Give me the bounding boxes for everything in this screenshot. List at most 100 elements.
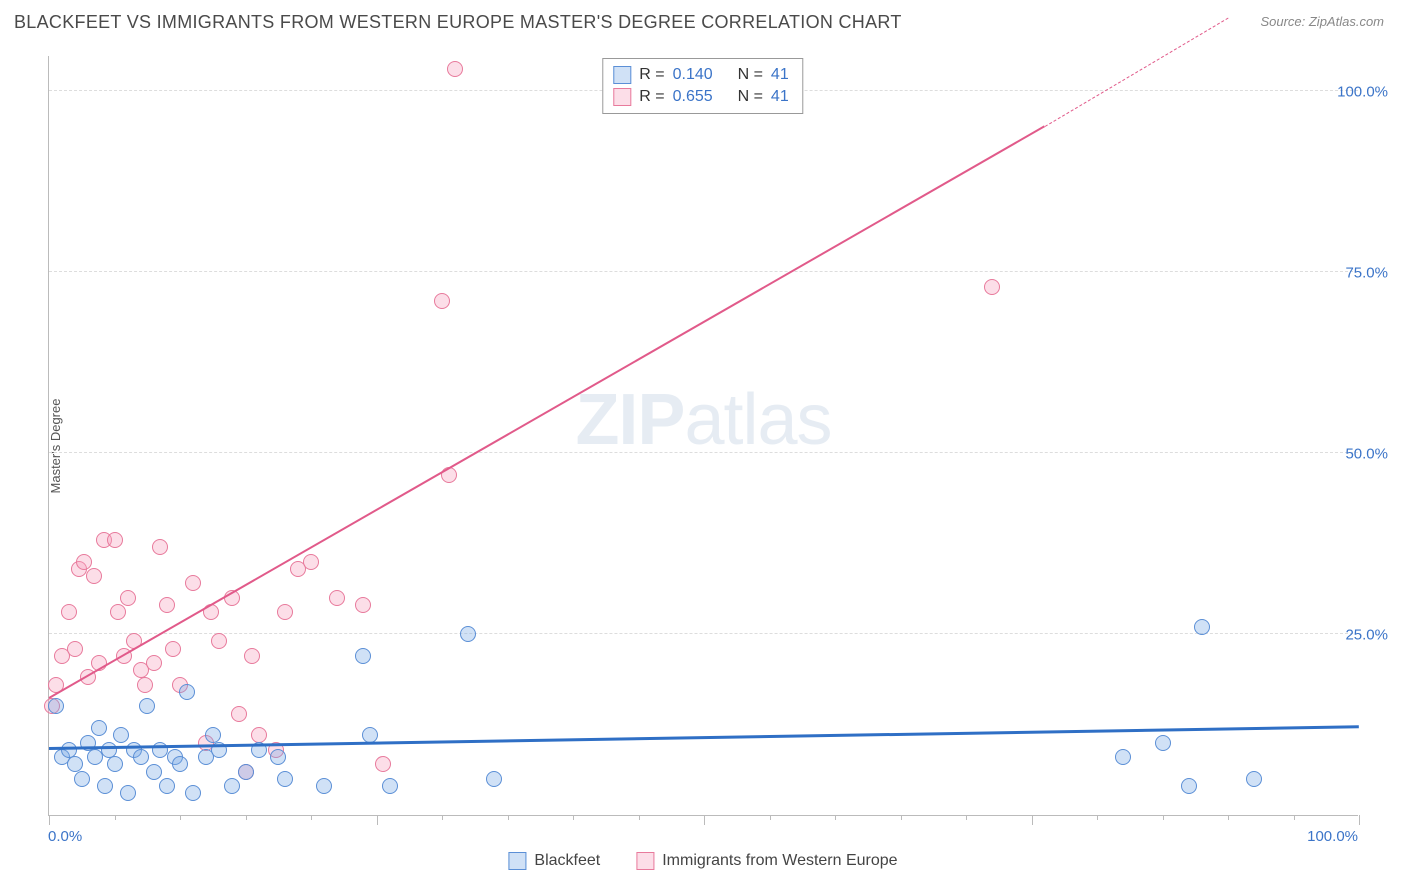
data-point [198, 735, 214, 751]
x-axis-min-label: 0.0% [48, 828, 82, 845]
data-point [61, 604, 77, 620]
source-attribution: Source: ZipAtlas.com [1260, 14, 1384, 29]
data-point [270, 749, 286, 765]
data-point [984, 279, 1000, 295]
stat-row-blackfeet: R = 0.140 N = 41 [613, 64, 788, 86]
data-point [205, 727, 221, 743]
data-point [120, 785, 136, 801]
x-tick [49, 815, 50, 825]
data-point [1246, 771, 1262, 787]
x-tick [1228, 815, 1229, 820]
data-point [316, 778, 332, 794]
data-point [303, 554, 319, 570]
x-tick [835, 815, 836, 820]
data-point [61, 742, 77, 758]
swatch-blue [613, 66, 631, 84]
data-point [290, 561, 306, 577]
data-point [198, 749, 214, 765]
data-point [1181, 778, 1197, 794]
x-tick [1032, 815, 1033, 825]
data-point [133, 749, 149, 765]
data-point [146, 764, 162, 780]
n-label: N = [738, 64, 763, 86]
data-point [146, 655, 162, 671]
x-tick [508, 815, 509, 820]
x-tick [1163, 815, 1164, 820]
data-point [486, 771, 502, 787]
data-point [96, 532, 112, 548]
n-value: 41 [771, 64, 789, 86]
data-point [231, 706, 247, 722]
data-point [329, 590, 345, 606]
legend-label: Blackfeet [534, 852, 600, 870]
data-point [238, 764, 254, 780]
y-tick-label: 75.0% [1345, 265, 1388, 282]
r-label: R = [639, 86, 664, 108]
data-point [1155, 735, 1171, 751]
x-tick [1359, 815, 1360, 825]
gridline [49, 633, 1358, 634]
data-point [460, 626, 476, 642]
x-tick [1097, 815, 1098, 820]
data-point [74, 771, 90, 787]
y-tick-label: 100.0% [1337, 84, 1388, 101]
x-tick [901, 815, 902, 820]
scatter-plot-area: ZIPatlas [48, 56, 1358, 816]
data-point [375, 756, 391, 772]
n-value: 41 [771, 86, 789, 108]
data-point [101, 742, 117, 758]
data-point [434, 293, 450, 309]
swatch-pink [613, 88, 631, 106]
chart-header: BLACKFEET VS IMMIGRANTS FROM WESTERN EUR… [0, 0, 1406, 50]
data-point [355, 648, 371, 664]
y-tick-label: 50.0% [1345, 446, 1388, 463]
data-point [172, 677, 188, 693]
legend-item-blackfeet: Blackfeet [508, 852, 600, 870]
data-point [54, 749, 70, 765]
data-point [165, 641, 181, 657]
data-point [133, 662, 149, 678]
data-point [54, 648, 70, 664]
data-point [251, 727, 267, 743]
data-point [1115, 749, 1131, 765]
x-tick [573, 815, 574, 820]
x-tick [377, 815, 378, 825]
data-point [110, 604, 126, 620]
data-point [152, 539, 168, 555]
data-point [224, 778, 240, 794]
x-tick [966, 815, 967, 820]
series-legend: Blackfeet Immigrants from Western Europe [508, 852, 897, 870]
x-tick [442, 815, 443, 820]
trend-line [49, 725, 1359, 750]
r-value: 0.655 [673, 86, 713, 108]
r-value: 0.140 [673, 64, 713, 86]
legend-label: Immigrants from Western Europe [662, 852, 897, 870]
data-point [277, 771, 293, 787]
data-point [97, 778, 113, 794]
data-point [159, 597, 175, 613]
watermark-atlas: atlas [684, 380, 831, 460]
data-point [185, 785, 201, 801]
data-point [185, 575, 201, 591]
data-point [126, 742, 142, 758]
legend-item-immigrants: Immigrants from Western Europe [636, 852, 897, 870]
data-point [447, 61, 463, 77]
x-tick [639, 815, 640, 820]
data-point [1194, 619, 1210, 635]
data-point [87, 749, 103, 765]
x-tick [770, 815, 771, 820]
trend-line [49, 126, 1046, 700]
data-point [244, 648, 260, 664]
x-tick [704, 815, 705, 825]
x-tick [1294, 815, 1295, 820]
data-point [91, 720, 107, 736]
chart-title: BLACKFEET VS IMMIGRANTS FROM WESTERN EUR… [14, 12, 902, 32]
x-tick [180, 815, 181, 820]
x-axis-max-label: 100.0% [1307, 828, 1358, 845]
data-point [172, 756, 188, 772]
correlation-stats-legend: R = 0.140 N = 41 R = 0.655 N = 41 [602, 58, 803, 114]
data-point [277, 604, 293, 620]
data-point [159, 778, 175, 794]
data-point [382, 778, 398, 794]
data-point [120, 590, 136, 606]
